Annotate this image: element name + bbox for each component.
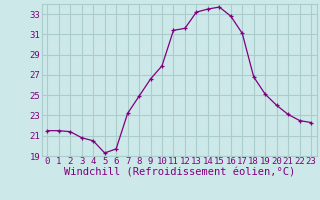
X-axis label: Windchill (Refroidissement éolien,°C): Windchill (Refroidissement éolien,°C) (64, 168, 295, 178)
